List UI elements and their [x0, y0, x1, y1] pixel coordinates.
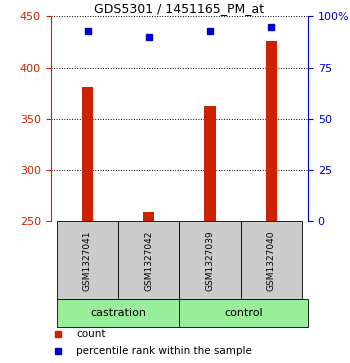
Title: GDS5301 / 1451165_PM_at: GDS5301 / 1451165_PM_at: [94, 2, 265, 15]
Bar: [241, 221, 302, 299]
Text: count: count: [76, 329, 106, 339]
Bar: [179, 299, 308, 327]
Polygon shape: [23, 306, 50, 320]
Bar: [143, 212, 154, 221]
Bar: [57, 221, 118, 299]
Text: castration: castration: [90, 308, 146, 318]
Text: percentile rank within the sample: percentile rank within the sample: [76, 346, 252, 356]
Text: GSM1327039: GSM1327039: [205, 230, 215, 291]
Text: GSM1327042: GSM1327042: [144, 230, 153, 291]
Text: GSM1327041: GSM1327041: [83, 230, 92, 291]
Bar: [179, 221, 241, 299]
Text: control: control: [224, 308, 263, 318]
Bar: [57, 299, 179, 327]
Text: GSM1327040: GSM1327040: [267, 230, 276, 291]
Bar: [82, 87, 93, 221]
Bar: [118, 221, 179, 299]
Bar: [204, 106, 216, 221]
Bar: [266, 41, 277, 221]
